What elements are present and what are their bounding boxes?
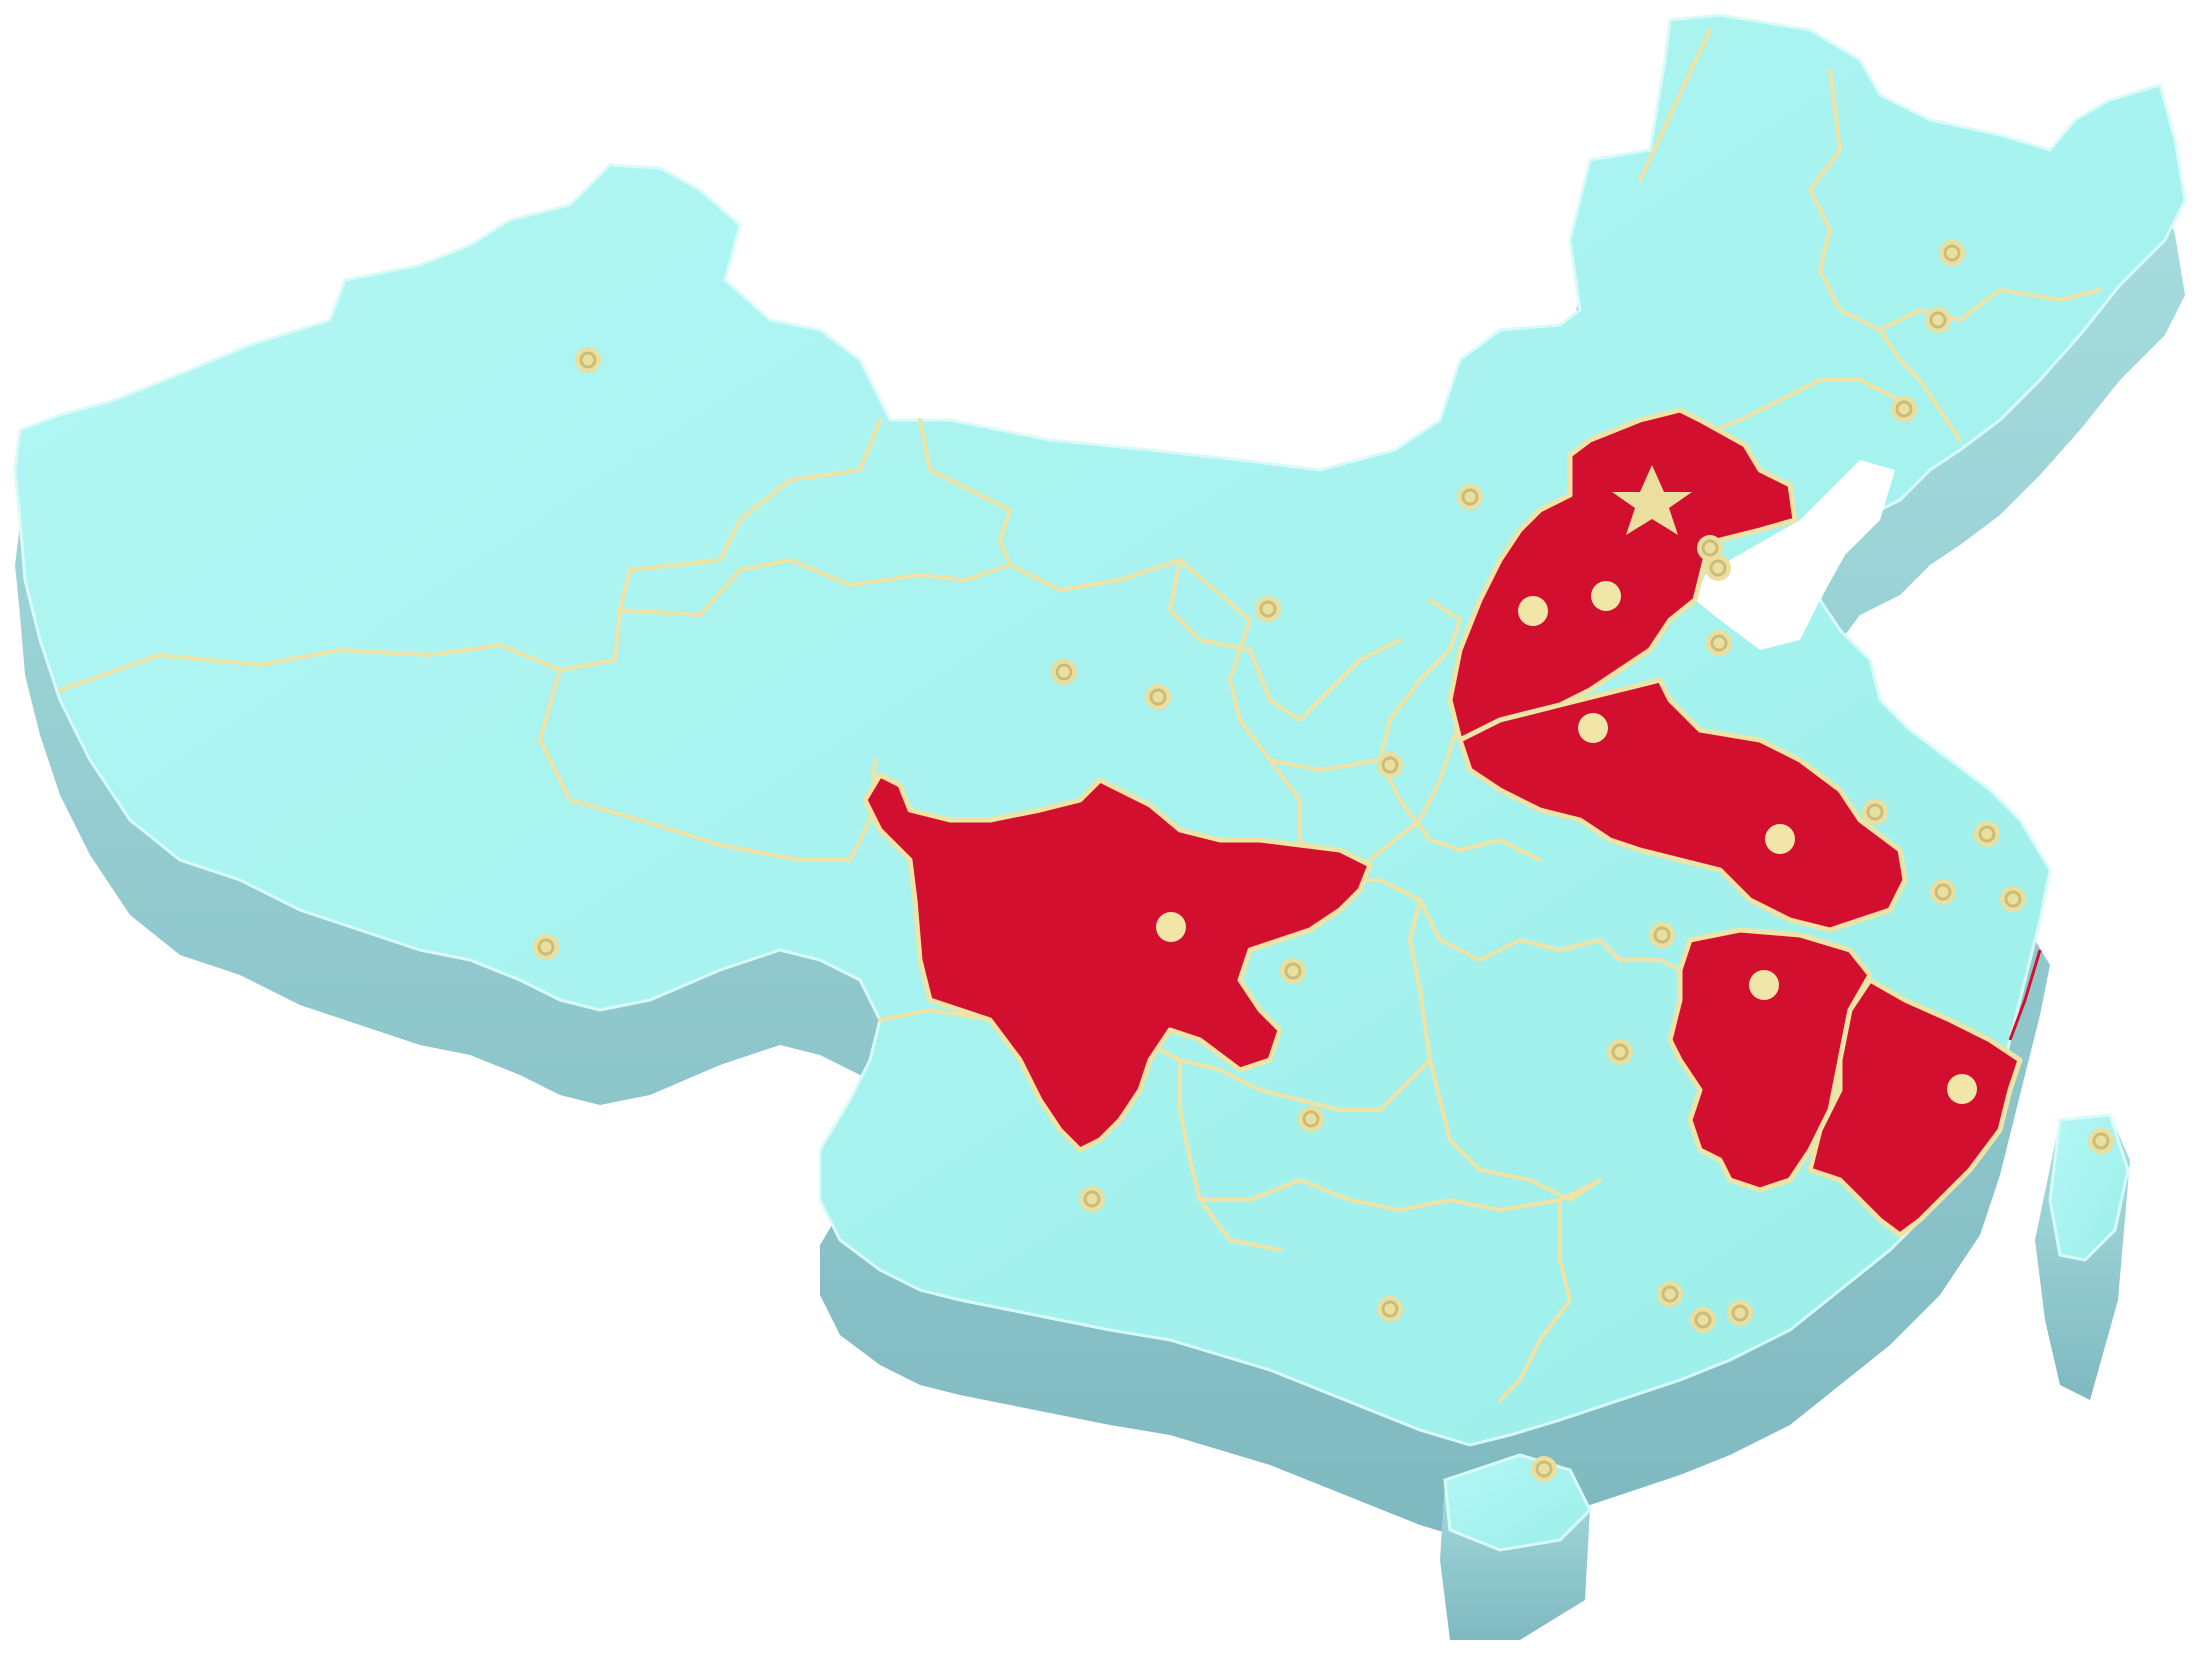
circle-dot-icon — [1531, 1456, 1557, 1482]
circle-dot-icon — [1727, 1300, 1753, 1326]
circle-dot-icon — [1298, 1106, 1324, 1132]
highlight-zhejiang-fujian — [1807, 977, 2023, 1238]
east-coast-strip — [2008, 949, 2042, 1041]
circle-dot-icon — [1862, 799, 1888, 825]
circle-dot-icon — [1690, 1307, 1716, 1333]
circle-dot-icon — [1255, 596, 1281, 622]
circle-dot-icon — [1518, 596, 1548, 626]
circle-dot-icon — [1697, 535, 1723, 561]
highlight-henan — [1457, 677, 1908, 933]
circle-dot-icon — [1280, 958, 1306, 984]
highlight-sichuan — [862, 772, 1373, 1153]
circle-dot-icon — [1591, 581, 1621, 611]
circle-dot-icon — [1457, 484, 1483, 510]
highlight-hebei — [1447, 407, 1798, 743]
circle-dot-icon — [1749, 970, 1779, 1000]
circle-dot-icon — [1051, 659, 1077, 685]
province-borders — [58, 28, 2102, 1402]
circle-dot-icon — [1947, 1074, 1977, 1104]
circle-dot-icon — [533, 934, 559, 960]
city-markers — [533, 240, 2114, 1482]
circle-dot-icon — [1377, 1296, 1403, 1322]
circle-dot-icon — [1891, 396, 1917, 422]
circle-dot-icon — [1705, 555, 1731, 581]
circle-dot-icon — [1706, 630, 1732, 656]
taiwan-island — [2035, 1113, 2130, 1400]
circle-dot-icon — [2088, 1128, 2114, 1154]
circle-dot-icon — [1578, 713, 1608, 743]
highlighted-regions — [862, 407, 2023, 1238]
circle-dot-icon — [1607, 1039, 1633, 1065]
circle-dot-icon — [1974, 821, 2000, 847]
hainan-island — [1440, 1453, 1592, 1640]
circle-dot-icon — [1079, 1186, 1105, 1212]
circle-dot-icon — [1657, 1281, 1683, 1307]
mainland-top — [13, 13, 2187, 1447]
circle-dot-icon — [1930, 879, 1956, 905]
circle-dot-icon — [1649, 922, 1675, 948]
circle-dot-icon — [1925, 307, 1951, 333]
circle-dot-icon — [1156, 912, 1186, 942]
circle-dot-icon — [1765, 824, 1795, 854]
circle-dot-icon — [1377, 752, 1403, 778]
circle-dot-icon — [1145, 684, 1171, 710]
star-icon — [1612, 465, 1692, 535]
bohai-sea — [1695, 460, 1895, 650]
circle-dot-icon — [575, 347, 601, 373]
circle-dot-icon — [1939, 240, 1965, 266]
circle-dot-icon — [2000, 886, 2026, 912]
